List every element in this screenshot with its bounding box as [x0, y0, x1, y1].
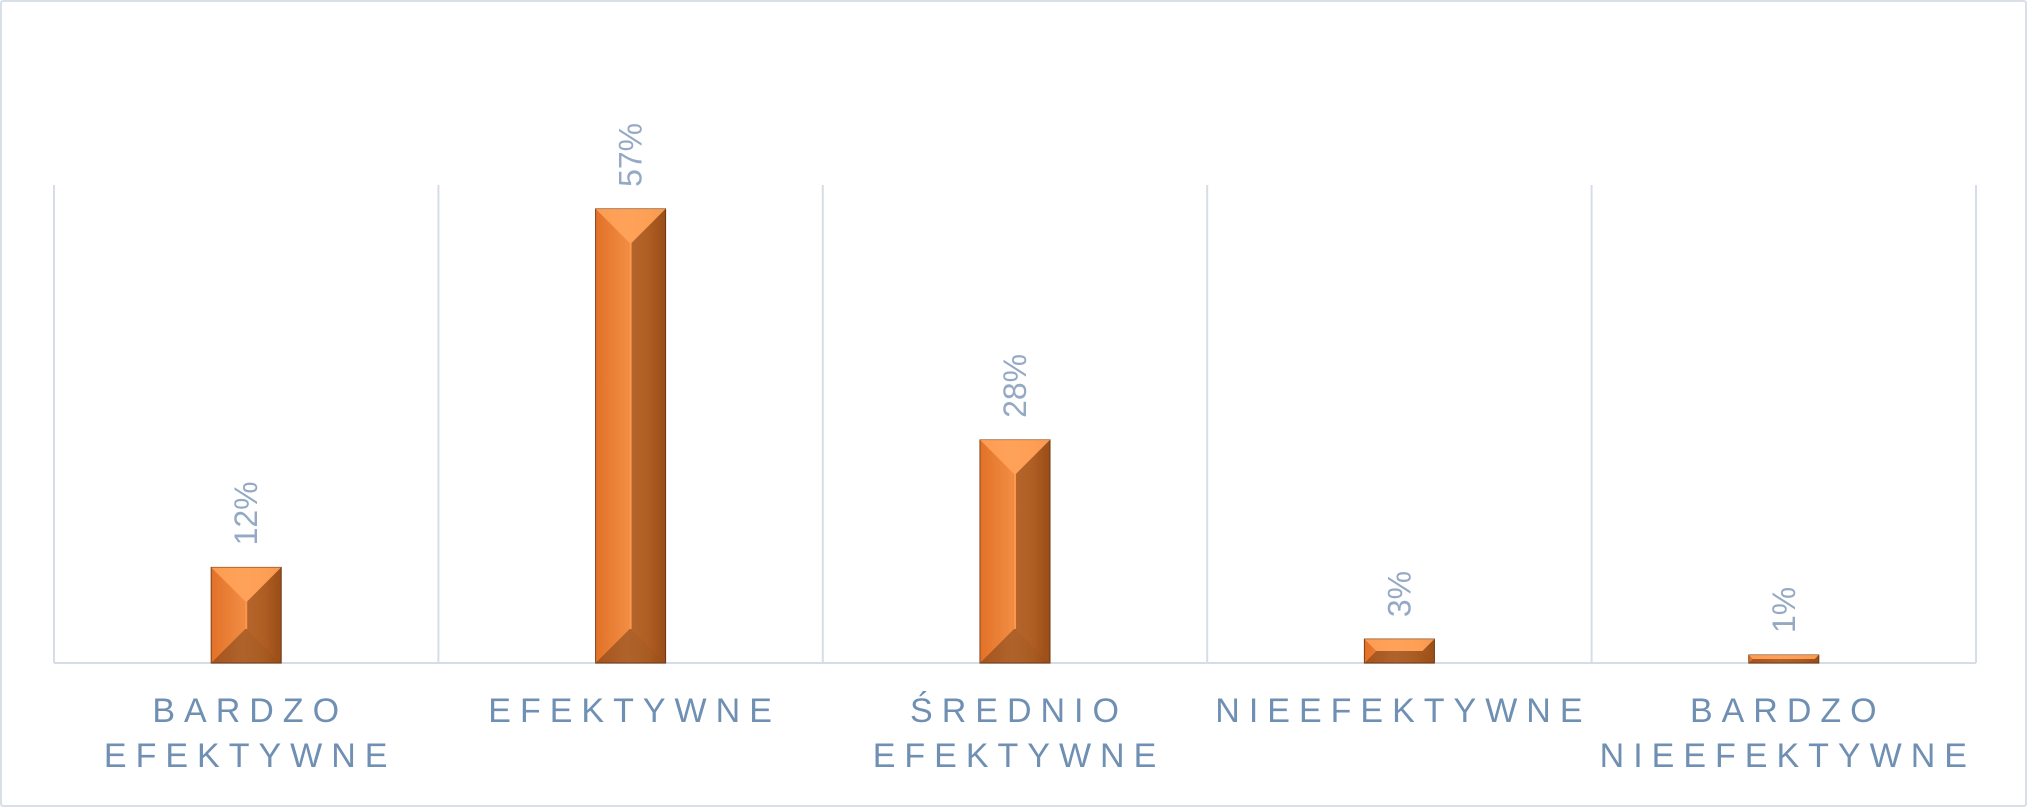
bar-bevel-bottom: [595, 629, 666, 663]
data-label: 57%: [613, 123, 649, 187]
category-label: BARDZO: [1690, 692, 1886, 730]
bar-bevel-bottom: [980, 629, 1050, 663]
bar-bevel-left: [980, 439, 1014, 663]
bar-bevel-top: [211, 567, 282, 602]
bar-bevel-top: [980, 439, 1050, 474]
bar: [979, 439, 1051, 664]
bar-bevel-left: [1748, 655, 1753, 663]
bar: [210, 566, 282, 664]
data-label: 28%: [997, 354, 1033, 418]
bar-bevel-right: [247, 567, 282, 663]
category-label: NIEEFEKTYWNE: [1600, 737, 1976, 775]
category-label: ŚREDNIO: [910, 691, 1128, 730]
category-label: EFEKTYWNE: [488, 692, 781, 730]
bar-bevel-right: [1422, 639, 1435, 663]
category-labels: BARDZO EFEKTYWNE EFEKTYWNE ŚREDNIO EFEKTYWNE…: [104, 691, 1976, 775]
bar-bevel-bottom: [1364, 651, 1435, 663]
bar-bevel-top: [1748, 655, 1819, 660]
bar-bevel-left: [211, 567, 246, 663]
bar: [595, 208, 667, 664]
bar-bevel-left: [1364, 639, 1377, 663]
bar-bevel-right: [631, 208, 666, 663]
bars: [210, 208, 1820, 664]
bar-bevel-bottom: [211, 629, 282, 663]
bar-bevel-right: [1016, 439, 1050, 663]
bar: [1363, 638, 1435, 664]
category-label: NIEEFEKTYWNE: [1215, 692, 1591, 730]
data-label: 12%: [228, 481, 264, 545]
category-label: EFEKTYWNE: [104, 737, 397, 775]
bar-bevel-left: [595, 208, 630, 663]
bar: [1748, 654, 1820, 664]
category-label: EFEKTYWNE: [873, 737, 1166, 775]
bar-bevel-top: [595, 208, 666, 243]
bar-bevel-bottom: [1748, 659, 1819, 663]
bar-bevel-top: [1364, 639, 1435, 652]
value-labels: 12% 57% 28% 3% 1%: [228, 123, 1802, 633]
data-label: 1%: [1766, 587, 1802, 633]
category-label: BARDZO: [152, 692, 348, 730]
bar-bevel-right: [1814, 655, 1819, 663]
data-label: 3%: [1381, 571, 1417, 617]
